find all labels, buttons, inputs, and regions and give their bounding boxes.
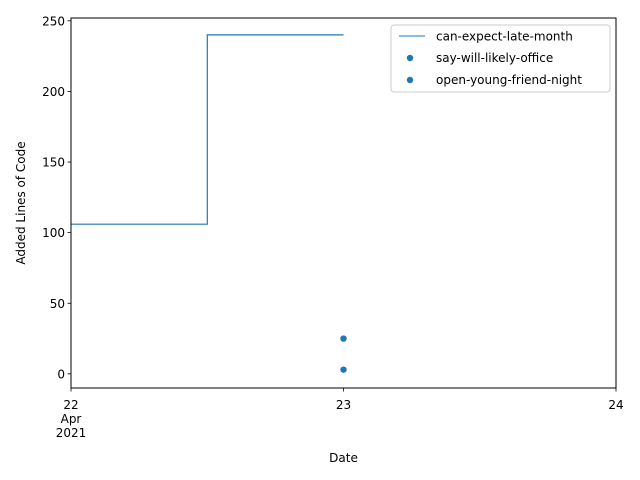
x-tick-label: 22 — [63, 398, 78, 412]
legend-label-series-1: can-expect-late-month — [436, 30, 573, 44]
x-tick-label: Apr — [61, 412, 82, 426]
legend-marker-series-3 — [406, 76, 414, 84]
series-point-3 — [340, 366, 347, 373]
series-line-1 — [71, 34, 344, 225]
y-axis-label: Added Lines of Code — [14, 141, 28, 264]
legend: can-expect-late-month say-will-likely-of… — [390, 24, 611, 93]
x-tick-label: 2021 — [56, 426, 87, 440]
legend-frame — [390, 24, 611, 93]
y-tick-label: 0 — [57, 367, 65, 381]
x-tick-label: 23 — [336, 398, 351, 412]
x-tick-label: 24 — [608, 398, 623, 412]
legend-label-series-2: say-will-likely-office — [436, 51, 553, 65]
y-tick-label: 100 — [42, 226, 65, 240]
y-axis: 0 50 100 150 200 250 — [42, 14, 71, 381]
series-point-2 — [340, 335, 347, 342]
y-tick-label: 250 — [42, 14, 65, 28]
y-tick-label: 50 — [50, 297, 65, 311]
legend-marker-series-2 — [406, 54, 414, 62]
y-tick-label: 150 — [42, 156, 65, 170]
series-layer — [71, 34, 347, 373]
legend-label-series-3: open-young-friend-night — [436, 73, 582, 87]
x-axis-label: Date — [329, 451, 358, 465]
y-tick-label: 200 — [42, 85, 65, 99]
